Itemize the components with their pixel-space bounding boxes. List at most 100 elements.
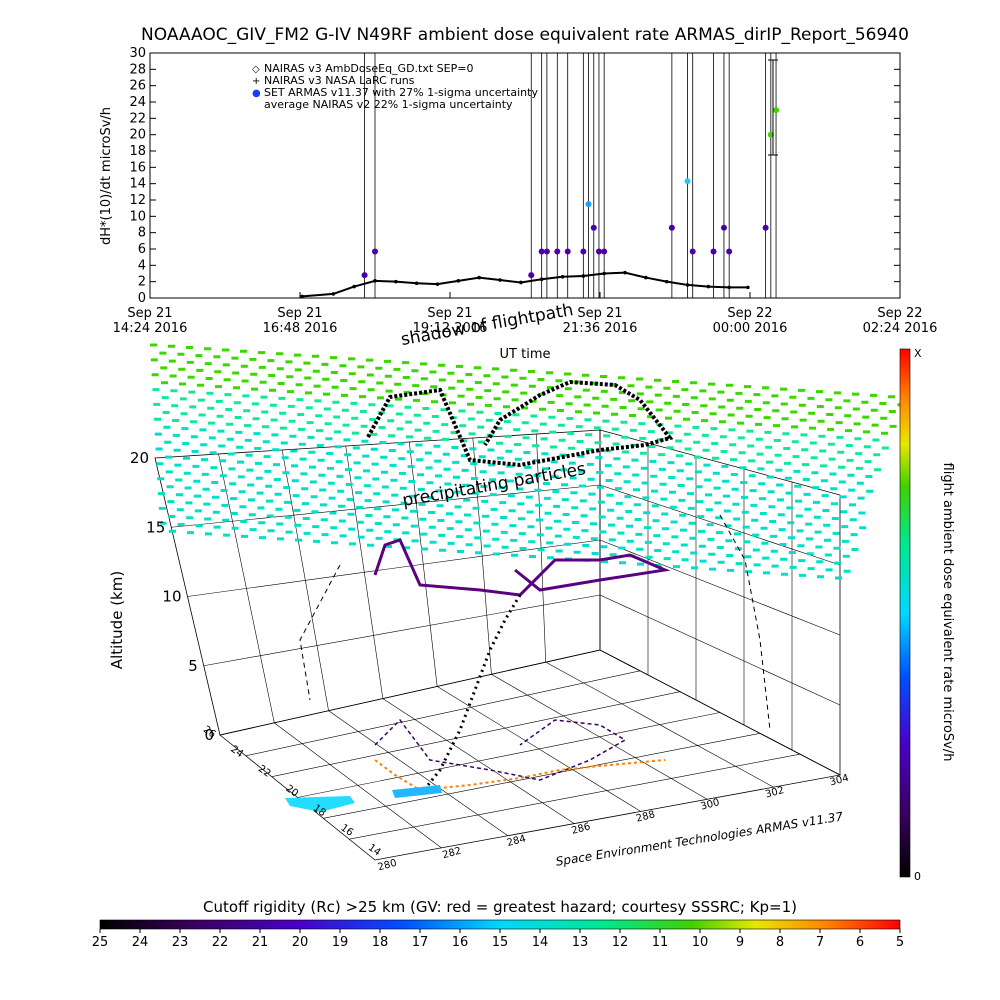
bottom-tick-label: 5 <box>896 935 904 950</box>
legend-symbol: ◇ <box>252 64 260 75</box>
bottom-tick-label: 12 <box>612 935 629 950</box>
armas-point <box>601 248 608 255</box>
armas-point <box>543 248 550 255</box>
grid-line <box>599 594 841 706</box>
rigidity-row <box>161 396 889 450</box>
x-tick-date: Sep 22 <box>877 306 922 321</box>
cutoff-rigidity-layer <box>150 343 905 580</box>
rigidity-row <box>153 402 881 457</box>
dashed-drop-right <box>719 514 771 731</box>
bottom-tick-label: 8 <box>776 935 784 950</box>
nairas-point <box>727 285 731 290</box>
rigidity-row <box>167 500 859 551</box>
nairas-point <box>560 274 565 279</box>
altitude-tick-label: 5 <box>188 657 198 675</box>
x-tick-date: Sep 22 <box>727 306 772 321</box>
y-tick-label: 10 <box>129 209 146 224</box>
grid-line <box>323 733 761 819</box>
flightpath-top <box>366 379 674 468</box>
rigidity-row <box>158 492 849 543</box>
credit-label: Space Environment Technologies ARMAS v11… <box>555 809 845 868</box>
right-colorbar-top-label: X <box>914 347 922 360</box>
bottom-colorbar-gradient <box>99 919 901 930</box>
x-tick-time: 02:24 2016 <box>863 321 938 336</box>
grid-line <box>599 484 841 566</box>
grid-line <box>281 449 329 711</box>
armas-point <box>554 248 561 255</box>
nairas-point <box>435 282 440 286</box>
longitude-tick-label: 300 <box>700 797 721 813</box>
nairas-point <box>331 292 336 296</box>
nairas-point <box>664 279 669 284</box>
altitude-axis-label: Altitude (km) <box>108 571 126 669</box>
armas-point <box>585 201 592 208</box>
armas-point <box>361 272 368 279</box>
legend-label: NAIRAS v3 AmbDoseEq_GD.txt SEP=0 <box>264 62 473 75</box>
bottom-tick-label: 6 <box>856 935 864 950</box>
altitude-tick-label: 0 <box>204 726 214 744</box>
x-tick-date: Sep 21 <box>427 306 472 321</box>
right-colorbar-label: flight ambient dose equivalent rate micr… <box>940 463 955 762</box>
altitude-tick-label: 10 <box>162 588 181 606</box>
legend-label: average NAIRAS v2 22% 1-sigma uncertaint… <box>264 98 513 111</box>
armas-point <box>767 131 774 138</box>
bottom-tick-label: 24 <box>132 935 149 950</box>
bottom-tick-label: 13 <box>572 935 589 950</box>
grid-line <box>345 445 384 699</box>
right-colorbar-gradient <box>899 348 911 878</box>
x-tick-time: 00:00 2016 <box>713 321 788 336</box>
y-tick-label: 8 <box>138 226 146 241</box>
nairas-point <box>581 274 586 278</box>
y-tick-label: 14 <box>129 177 146 192</box>
bottom-tick-label: 20 <box>292 935 309 950</box>
armas-point <box>372 248 378 255</box>
armas-point <box>689 248 696 255</box>
x-tick-date: Sep 21 <box>127 306 172 321</box>
y-tick-label: 30 <box>129 46 146 61</box>
nairas-line <box>302 271 748 298</box>
latitude-tick-label: 20 <box>283 783 300 799</box>
x-tick-date: Sep 21 <box>577 306 622 321</box>
rigidity-row <box>164 440 874 493</box>
nairas-point <box>394 279 398 284</box>
bottom-tick-label: 7 <box>816 935 824 950</box>
latitude-tick-label: 14 <box>366 842 383 858</box>
armas-point <box>564 248 571 255</box>
altitude-ticks: 0 5 10 15 20 <box>130 449 214 744</box>
top-legend: ◇ NAIRAS v3 AmbDoseEq_GD.txt SEP=0 + NAI… <box>252 62 538 111</box>
nairas-point <box>456 279 461 283</box>
longitude-tick-label: 282 <box>441 846 462 862</box>
scene-grid-lines <box>171 433 841 849</box>
altitude-tick-label: 20 <box>130 449 149 467</box>
top-plot-frame <box>149 52 901 299</box>
armas-point <box>538 248 545 255</box>
armas-point <box>726 248 733 255</box>
bottom-tick-label: 16 <box>452 935 469 950</box>
rigidity-row <box>154 432 864 485</box>
grid-line <box>408 441 438 687</box>
nairas-point <box>602 271 606 276</box>
bottom-colorbar-title: Cutoff rigidity (Rc) >25 km (GV: red = g… <box>203 898 797 916</box>
y-tick-label: 6 <box>138 242 146 257</box>
longitude-tick-label: 280 <box>377 858 398 874</box>
y-tick-label: 18 <box>129 144 146 159</box>
nairas-point <box>477 275 481 280</box>
rigidity-row <box>160 366 888 420</box>
rigidity-row <box>155 447 865 500</box>
grid-line <box>187 539 601 597</box>
bottom-tick-label: 17 <box>412 935 429 950</box>
latitude-tick-label: 24 <box>228 744 245 760</box>
y-tick-label: 16 <box>129 160 146 175</box>
nairas-point <box>685 283 690 287</box>
longitude-tick-label: 304 <box>829 773 850 789</box>
nairas-point <box>352 284 356 289</box>
right-colorbar-bottom-label: 0 <box>914 870 921 883</box>
bottom-colorbar: Cutoff rigidity (Rc) >25 km (GV: red = g… <box>92 898 904 950</box>
nairas-point <box>373 279 377 283</box>
rigidity-row <box>150 358 896 413</box>
grid-line <box>472 437 492 675</box>
rigidity-row <box>152 388 880 442</box>
rigidity-row <box>166 485 858 537</box>
armas-point <box>580 248 587 255</box>
